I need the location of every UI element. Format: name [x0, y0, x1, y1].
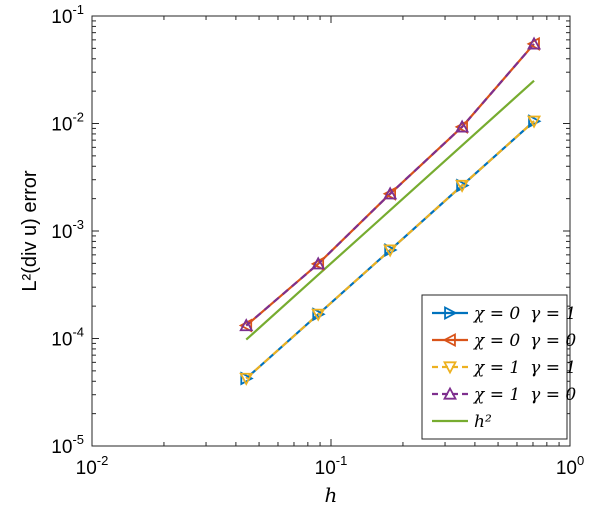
y-tick-label: 10-1: [51, 2, 84, 28]
x-axis-label: h: [325, 483, 338, 507]
y-tick-label: 10-2: [51, 110, 84, 136]
x-tick-label: 10-2: [76, 453, 109, 479]
legend-marker: [444, 306, 458, 320]
series-line: [245, 120, 535, 380]
data-point: [239, 372, 254, 386]
data-point: [383, 186, 398, 200]
legend-label: h²: [474, 412, 492, 432]
y-tick-label: 10-3: [51, 217, 84, 243]
data-point: [455, 119, 470, 133]
data-point: [383, 244, 398, 258]
series-line: [245, 79, 535, 341]
data-point: [310, 256, 325, 271]
data-point: [454, 119, 468, 134]
y-tick-label: 10-5: [51, 432, 84, 458]
data-point: [527, 36, 542, 50]
y-axis-label: L²(div u) error: [19, 170, 41, 291]
legend-marker: [442, 333, 456, 347]
legend-marker: [442, 386, 458, 400]
data-point: [456, 178, 470, 193]
axis-ticks: [91, 15, 571, 447]
series-line: [245, 43, 535, 327]
legend-item: h²: [432, 412, 492, 432]
data-point: [528, 114, 542, 129]
x-tick-label: 100: [556, 453, 584, 479]
data-point: [526, 36, 540, 51]
data-point: [238, 318, 253, 333]
data-point: [455, 179, 470, 193]
series-lines: [245, 43, 535, 380]
data-point: [527, 115, 542, 129]
data-point: [311, 308, 326, 322]
x-tick-label: 10-1: [315, 453, 348, 479]
data-point: [312, 307, 326, 322]
y-tick-label: 10-4: [51, 325, 84, 351]
data-point: [311, 256, 326, 270]
series-markers: [238, 36, 542, 386]
legend-marker: [442, 361, 458, 375]
data-point: [382, 186, 396, 201]
data-point: [239, 318, 254, 332]
data-point: [240, 371, 254, 386]
data-point: [384, 243, 398, 258]
axis-tick-labels: 10-2 10-1 100 10-5 10-4 10-3 10-2 10-1: [51, 2, 584, 479]
